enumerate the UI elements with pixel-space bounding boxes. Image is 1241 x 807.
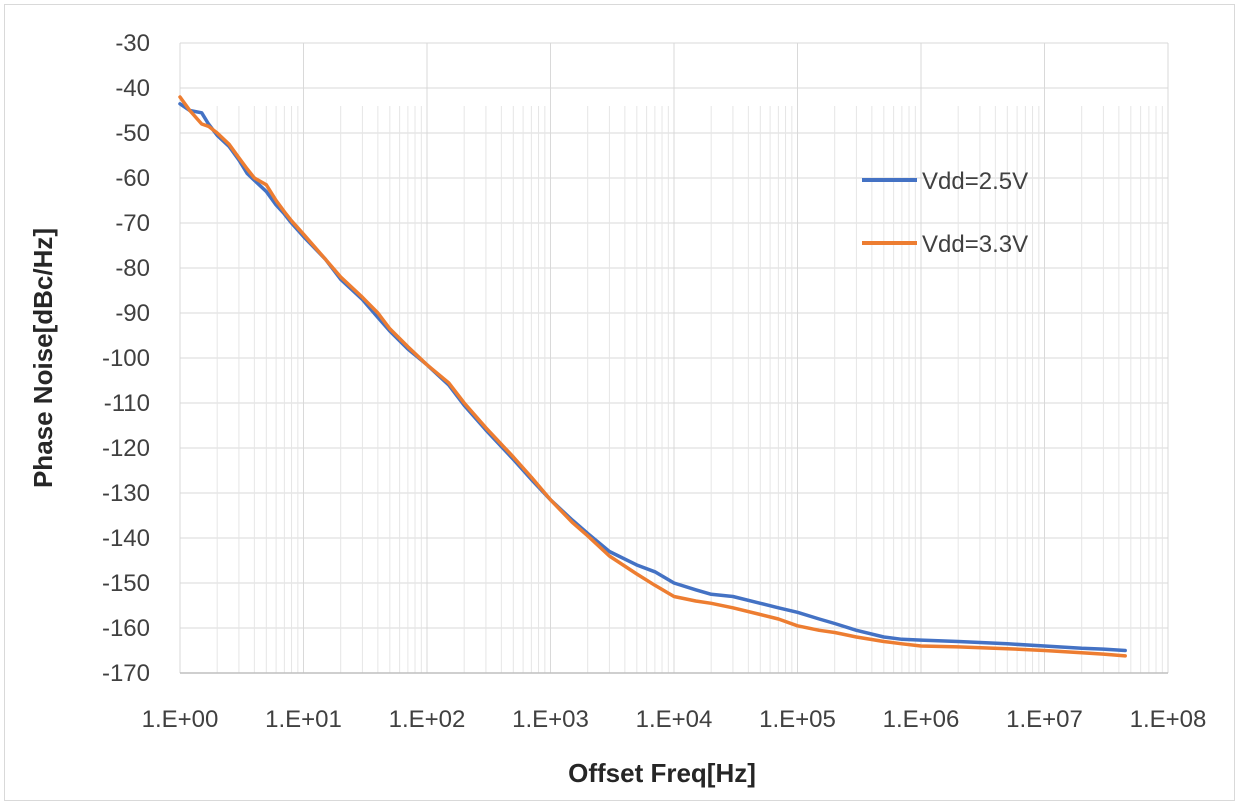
y-tick-label: -110: [104, 390, 150, 417]
legend: Vdd=2.5V Vdd=3.3V: [862, 168, 1028, 258]
y-tick-label: -140: [102, 525, 150, 552]
y-tick-label: -60: [115, 165, 150, 192]
y-tick-label: -40: [115, 75, 150, 102]
x-axis-title: Offset Freq[Hz]: [568, 758, 756, 788]
y-tick-label: -130: [102, 480, 150, 507]
series-lines: [178, 95, 1127, 658]
x-tick-label: 1.E+00: [142, 706, 219, 733]
y-tick-label: -100: [102, 345, 150, 372]
grid: [179, 42, 1169, 674]
x-tick-label: 1.E+03: [512, 706, 589, 733]
y-tick-label: -170: [102, 660, 150, 687]
x-tick-label: 1.E+06: [883, 706, 960, 733]
x-tick-label: 1.E+02: [389, 706, 466, 733]
series-line-vdd-3.3v: [178, 95, 1127, 658]
x-tick-label: 1.E+08: [1130, 706, 1207, 733]
legend-label-vdd-2.5v: Vdd=2.5V: [922, 168, 1028, 195]
x-tick-label: 1.E+07: [1006, 706, 1083, 733]
x-tick-label: 1.E+01: [265, 706, 342, 733]
y-tick-label: -50: [115, 120, 150, 147]
y-tick-label: -90: [115, 300, 150, 327]
y-tick-label: -80: [115, 255, 150, 282]
y-tick-label: -150: [102, 570, 150, 597]
x-tick-label: 1.E+05: [759, 706, 836, 733]
x-tick-label: 1.E+04: [636, 706, 713, 733]
y-tick-label: -120: [102, 435, 150, 462]
y-axis-title: Phase Noise[dBc/Hz]: [28, 228, 58, 488]
y-tick-label: -160: [102, 615, 150, 642]
legend-label-vdd-3.3v: Vdd=3.3V: [922, 231, 1028, 258]
y-tick-label: -70: [115, 210, 150, 237]
tick-labels: -30 -40 -50 -60 -70 -80 -90 -100 -110 -120 -130 -14…: [102, 30, 1206, 733]
y-tick-label: -30: [115, 30, 150, 57]
